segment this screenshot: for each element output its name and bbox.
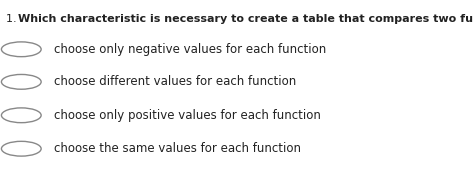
Text: choose the same values for each function: choose the same values for each function	[54, 142, 301, 155]
Text: Which characteristic is necessary to create a table that compares two functions?: Which characteristic is necessary to cre…	[18, 14, 473, 24]
Text: choose only negative values for each function: choose only negative values for each fun…	[54, 43, 327, 56]
Text: choose only positive values for each function: choose only positive values for each fun…	[54, 109, 321, 122]
Text: 1.: 1.	[6, 14, 20, 24]
Text: choose different values for each function: choose different values for each functio…	[54, 75, 297, 88]
